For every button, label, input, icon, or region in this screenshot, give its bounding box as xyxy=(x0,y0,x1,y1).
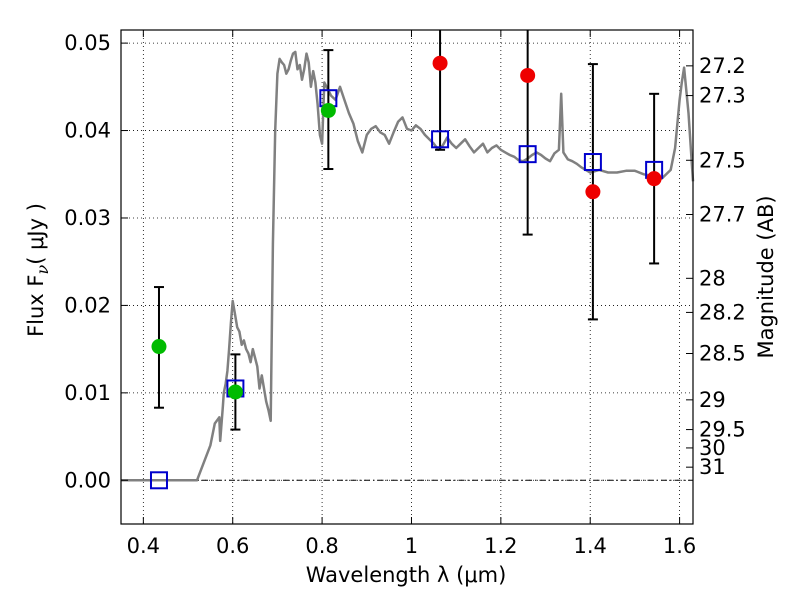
y-axis-label: Flux Fν( μJy ) xyxy=(24,203,52,337)
magnitude-tick-label: 27.7 xyxy=(699,202,746,226)
x-tick-label: 1.6 xyxy=(663,534,696,558)
red-point xyxy=(646,171,662,187)
x-tick-label: 1.4 xyxy=(574,534,607,558)
detection-point xyxy=(320,102,336,118)
magnitude-tick-label: 31 xyxy=(699,455,726,479)
x-tick-label: 1 xyxy=(405,534,418,558)
x-axis-ticks: 0.4 0.6 0.8 1 1.2 1.4 1.6 xyxy=(127,30,696,558)
red-point xyxy=(520,67,536,83)
magnitude-axis-label: Magnitude (AB) xyxy=(754,195,778,358)
plot-frame xyxy=(120,29,694,525)
y-tick-label: 0.00 xyxy=(64,468,111,492)
magnitude-tick-label: 27.5 xyxy=(699,148,746,172)
model-band-square xyxy=(583,153,602,172)
model-band-markers xyxy=(149,89,664,490)
photometry-points xyxy=(151,55,662,400)
x-tick-label: 0.8 xyxy=(305,534,338,558)
y-axis-label-subscript: ν xyxy=(33,265,52,275)
y-tick-label: 0.02 xyxy=(64,293,111,317)
detection-point xyxy=(227,384,243,400)
magnitude-tick-label: 27.2 xyxy=(699,54,746,78)
magnitude-tick-label: 30 xyxy=(699,436,726,460)
x-tick-label: 0.4 xyxy=(127,534,160,558)
model-spectrum-line xyxy=(121,50,695,482)
y-axis-label-flux: Flux F xyxy=(24,275,48,337)
y-tick-label: 0.01 xyxy=(64,381,111,405)
x-tick-label: 1.2 xyxy=(484,534,517,558)
detection-point xyxy=(151,339,167,355)
magnitude-tick-label: 28.5 xyxy=(699,342,746,366)
magnitude-tick-label: 29.5 xyxy=(699,418,746,442)
magnitude-tick-label: 28.2 xyxy=(699,300,746,324)
red-point xyxy=(432,55,448,71)
y-tick-label: 0.04 xyxy=(64,119,111,143)
model-band-square xyxy=(149,471,168,490)
magnitude-tick-label: 28 xyxy=(699,266,726,290)
x-axis-label: Wavelength λ (μm) xyxy=(306,563,507,587)
magnitude-tick-label: 27.3 xyxy=(699,84,746,108)
model-band-square xyxy=(431,130,450,149)
red-point xyxy=(585,184,601,200)
y-axis-ticks: 0.00 0.01 0.02 0.03 0.04 0.05 xyxy=(64,31,128,492)
magnitude-tick-label: 29 xyxy=(699,388,726,412)
y-axis-label-unit: ( μJy ) xyxy=(24,203,48,265)
y-tick-label: 0.03 xyxy=(64,206,111,230)
model-band-square xyxy=(518,145,537,164)
y-tick-label: 0.05 xyxy=(64,31,111,55)
x-tick-label: 0.6 xyxy=(216,534,249,558)
